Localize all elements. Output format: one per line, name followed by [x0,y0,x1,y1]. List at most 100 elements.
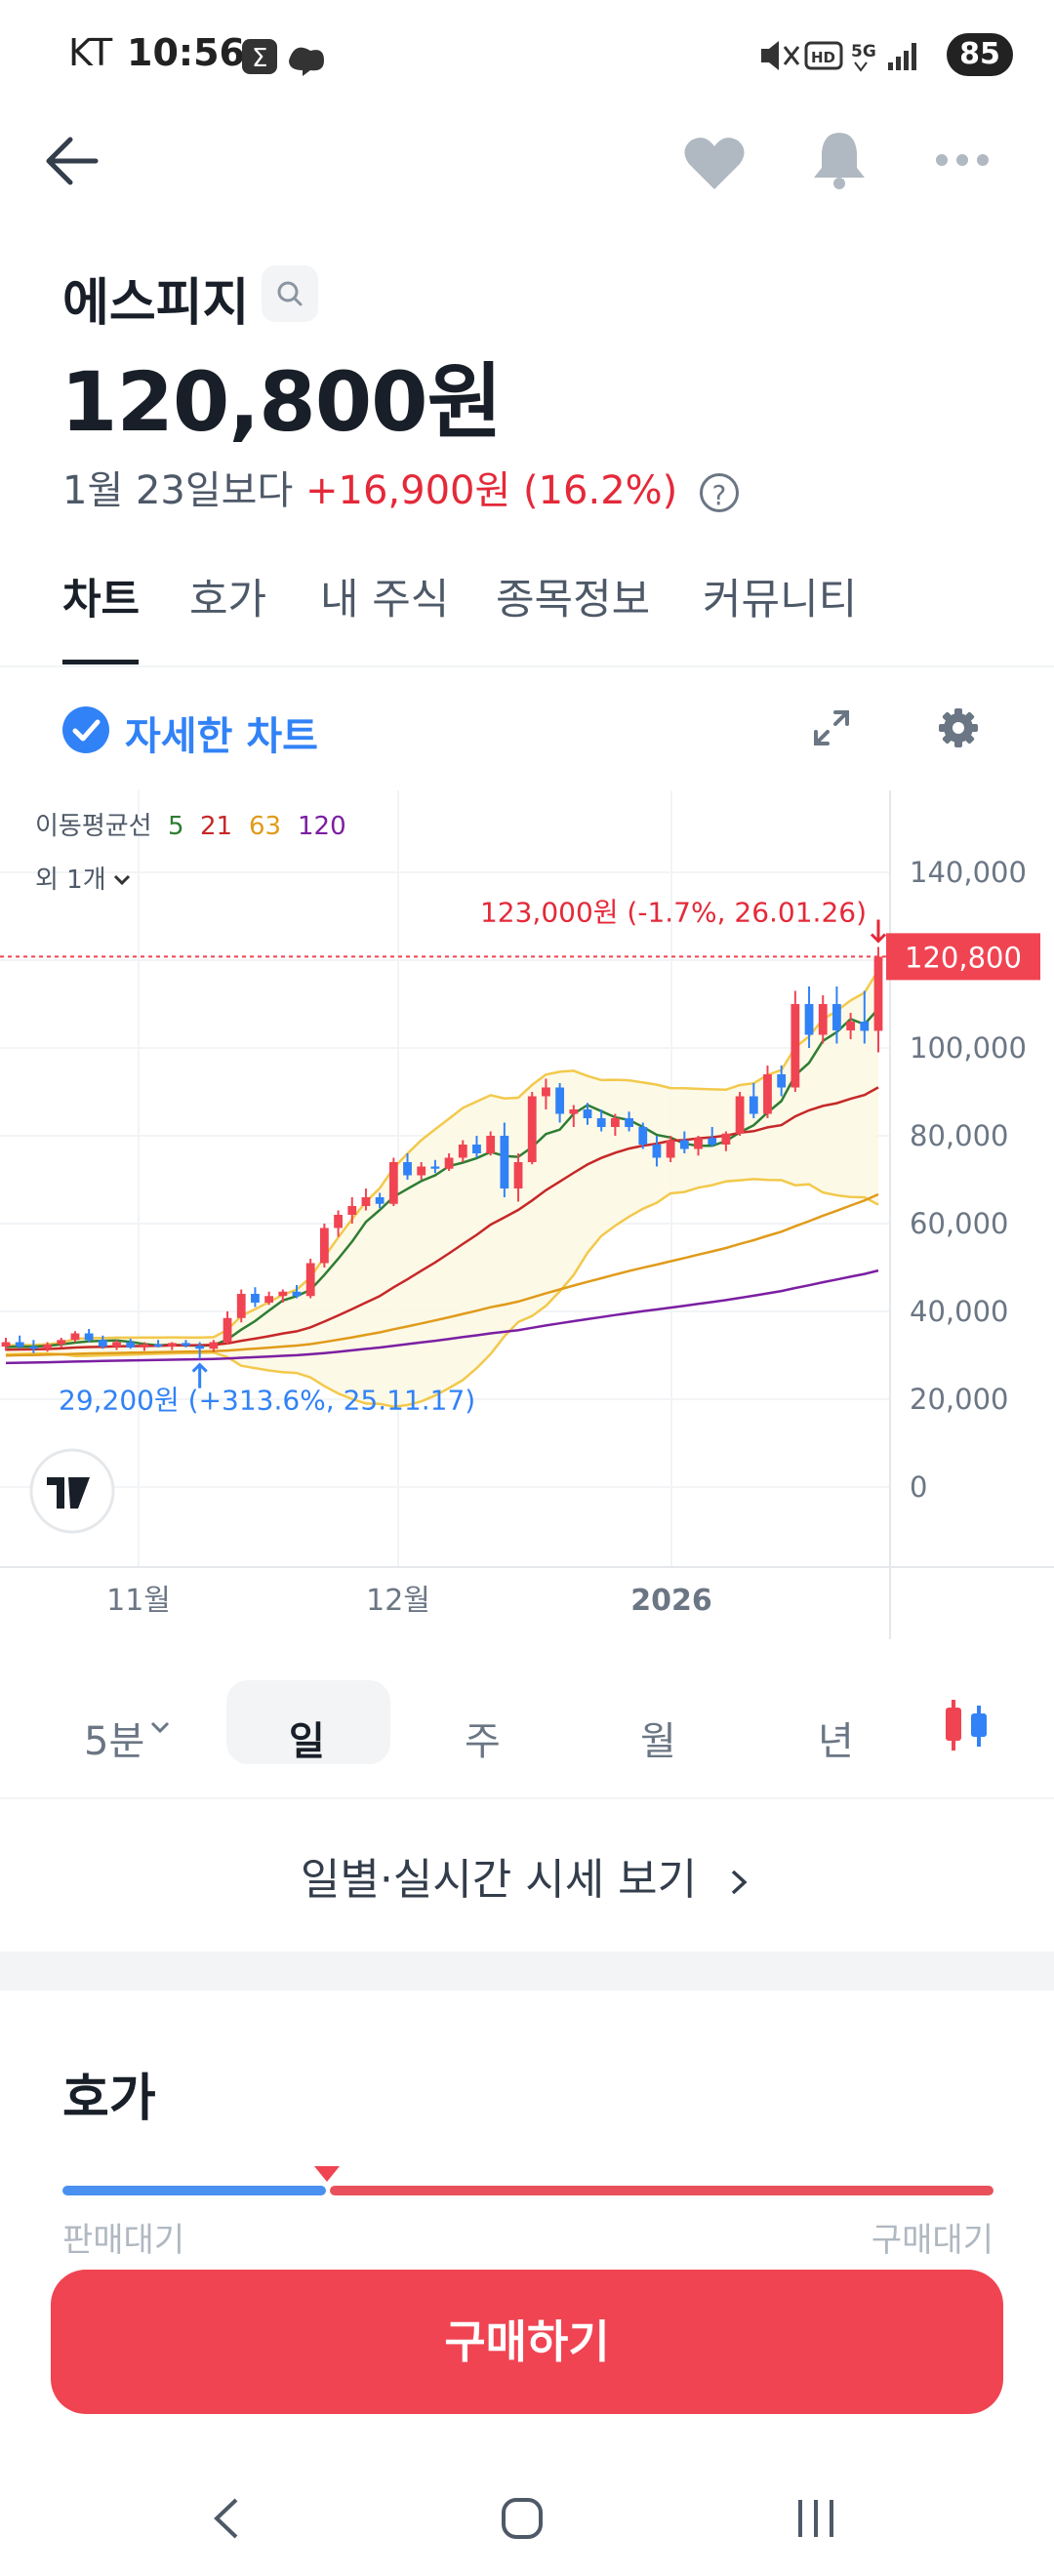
chart-axes: 140,000120,000100,00080,00060,00040,0002… [0,790,1054,1639]
chart-legend: 이동평균선 외 1개 5 21 63 120 [35,812,346,895]
low-arrow-icon [191,1362,208,1389]
period-year[interactable]: 년 [818,1719,854,1764]
svg-text:5G: 5G [851,42,876,61]
expand-icon[interactable] [812,708,851,747]
candle-body [721,1133,731,1145]
candle-body [84,1333,94,1341]
candle-body [319,1228,329,1264]
tab-chart[interactable]: 차트 [62,576,141,624]
current-price-tag [886,933,1040,981]
candle-body [679,1140,689,1149]
y-tick-label: 60,000 [910,1207,1008,1240]
candle-type-icon[interactable] [943,1698,992,1752]
search-button[interactable] [262,265,318,322]
candle-body [182,1343,190,1347]
svg-text:Σ: Σ [252,44,267,73]
ma-line-21 [5,1086,879,1351]
check-icon [72,719,101,742]
daily-link-label: 일별·실시간 시세 보기 [300,1855,698,1905]
band-lower-line [5,1178,879,1408]
notification-icons: Σ [242,39,324,76]
battery-indicator: 85 [947,33,1013,76]
ratio-marker-icon [314,2166,340,2182]
sell-pending-label: 판매대기 [62,2221,185,2260]
candle-body [652,1145,662,1158]
current-price: 120,800원 [61,354,503,450]
candle-body [610,1118,620,1127]
candle-body [195,1346,205,1349]
period-day[interactable]: 일 [289,1719,325,1764]
candle-body [818,1004,828,1035]
tab-stock-info[interactable]: 종목정보 [496,576,651,624]
period-month[interactable]: 월 [640,1719,676,1764]
system-back-icon[interactable] [209,2496,242,2541]
search-icon [277,281,303,306]
legend-ma-63: 63 [249,812,281,841]
bollinger-band [5,969,880,1408]
orderbook-title: 호가 [62,2070,156,2128]
change-prefix: 1월 23일보다 [62,468,294,513]
back-arrow-icon[interactable] [45,135,101,187]
y-tick-label: 0 [910,1470,927,1504]
sell-pending-bar [62,2186,326,2195]
tab-orderbook[interactable]: 호가 [189,576,267,624]
candle-body [873,956,883,1031]
price-chart[interactable]: 140,000120,000100,00080,00060,00040,0002… [0,790,1054,1649]
buy-button[interactable]: 구매하기 [51,2270,1003,2414]
period-week[interactable]: 주 [465,1719,501,1764]
candle-body [790,1004,800,1088]
candle-body [430,1166,440,1169]
candle-body [542,1087,550,1097]
candle-body [15,1342,24,1347]
legend-prefix: 이동평균선 [35,812,152,841]
more-options-icon[interactable] [935,152,990,168]
high-annotation: 123,000원 (-1.7%, 26.01.26) [480,897,867,929]
candle-body [112,1342,121,1347]
candle-body [749,1096,758,1114]
ma-line-120 [5,1268,879,1365]
candle-body [735,1096,745,1134]
heart-icon[interactable] [683,135,746,191]
candle-body [666,1140,675,1158]
active-tab-indicator [62,660,139,664]
clock: 10:56 [127,31,245,74]
period-5min[interactable]: 5분 [84,1719,145,1764]
tradingview-logo-icon [47,1477,90,1509]
candle-body [236,1294,246,1318]
tab-community[interactable]: 커뮤니티 [703,576,858,624]
system-navigation-bar [0,2459,1054,2576]
candle-body [486,1136,496,1153]
svg-text:HD: HD [811,49,835,66]
candle-body [638,1127,648,1145]
daily-realtime-link[interactable]: 일별·실시간 시세 보기 [0,1844,1054,1907]
y-tick-label: 80,000 [910,1119,1008,1152]
divider [0,1797,1054,1799]
candle-body [361,1197,371,1206]
buy-pending-bar [330,2186,993,2195]
system-recents-icon[interactable] [794,2498,839,2539]
detail-chart-label[interactable]: 자세한 차트 [125,714,318,759]
y-tick-label: 20,000 [910,1383,1008,1416]
candle-body [472,1145,481,1153]
moving-average-lines [5,1007,879,1365]
bell-icon[interactable] [810,129,869,191]
candle-body [763,1074,772,1114]
detail-chart-checkbox[interactable] [62,706,109,753]
x-tick-label: 12월 [366,1584,430,1618]
candle-body [708,1138,717,1145]
candle-body [458,1145,467,1158]
band-fill [6,970,878,1407]
system-home-icon[interactable] [500,2496,545,2541]
settings-gear-icon[interactable] [937,706,980,749]
candle-body [292,1291,302,1297]
candle-body [305,1263,315,1297]
status-bar: KT 10:56 Σ HD 5G 85 [0,0,1054,107]
candle-body [140,1344,149,1348]
legend-more[interactable]: 외 1개 [35,865,106,895]
candle-body [832,1004,841,1030]
high-arrow-icon [870,919,887,944]
help-icon[interactable]: ? [699,473,739,512]
candle-body [513,1162,523,1188]
tab-my-stock[interactable]: 내 주식 [320,576,450,624]
candle-body [777,1074,787,1088]
